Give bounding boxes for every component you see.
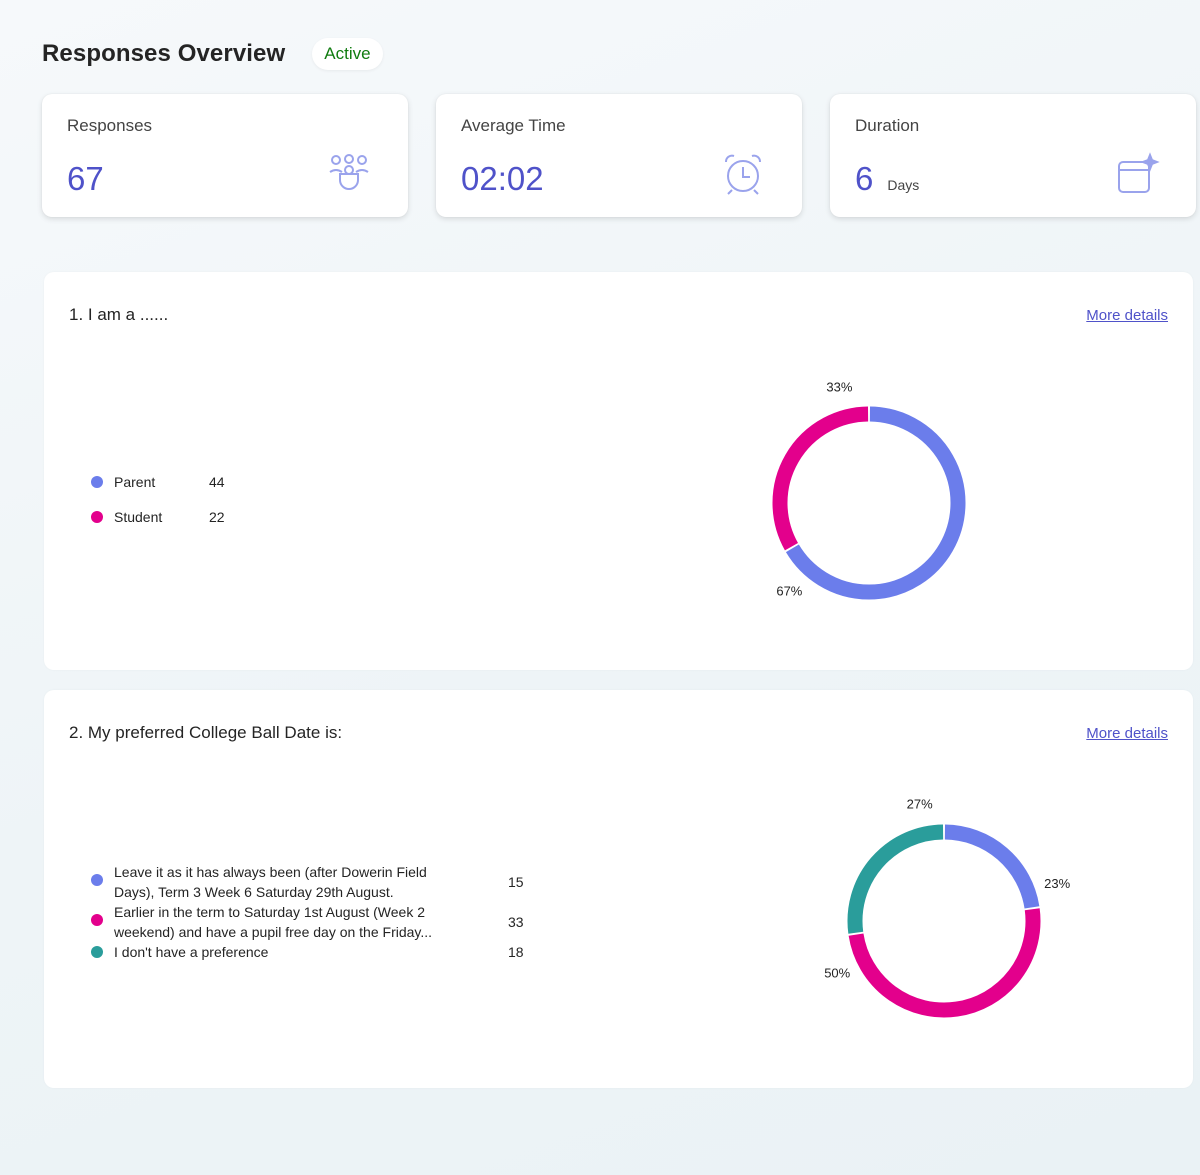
question-card-1: 1. I am a ...... More details Parent 44 … <box>44 272 1193 670</box>
legend-label-line: Earlier in the term to Saturday 1st Augu… <box>114 904 426 920</box>
stat-number: 6 <box>855 160 874 197</box>
legend-count: 22 <box>209 509 225 525</box>
legend-count: 15 <box>508 874 524 890</box>
question-title: 2. My preferred College Ball Date is: <box>69 723 343 742</box>
legend-item: Earlier in the term to Saturday 1st Augu… <box>91 902 524 942</box>
people-icon <box>329 154 369 190</box>
status-badge: Active <box>312 38 383 70</box>
percent-label: 50% <box>824 966 850 981</box>
legend-label: I don't have a preference <box>114 944 269 960</box>
stat-card-duration: Duration 6 Days <box>830 94 1196 217</box>
legend-label: Earlier in the term to Saturday 1st Augu… <box>114 902 432 942</box>
legend-dot <box>91 946 103 958</box>
header: Responses Overview Active <box>42 38 383 70</box>
legend-label: Student <box>114 509 163 525</box>
stat-label: Duration <box>855 116 920 135</box>
legend-count: 33 <box>508 914 524 930</box>
stat-value: 02:02 <box>461 160 544 197</box>
percent-label: 23% <box>1044 876 1070 891</box>
page-title: Responses Overview <box>42 40 286 67</box>
stat-value: 6 Days <box>855 160 919 198</box>
question-title: 1. I am a ...... <box>69 305 169 324</box>
legend-dot <box>91 476 103 488</box>
percent-label: 67% <box>776 583 802 598</box>
question-card-2: 2. My preferred College Ball Date is: Mo… <box>44 690 1193 1088</box>
calendar-sparkle-icon <box>1118 152 1160 193</box>
more-details-link[interactable]: More details <box>1086 307 1168 324</box>
donut-slice <box>785 406 966 600</box>
legend-label-line: Days), Term 3 Week 6 Saturday 29th Augus… <box>114 884 394 900</box>
donut-slice <box>847 824 944 934</box>
percent-label: 33% <box>826 380 852 395</box>
legend-item: Student 22 <box>91 507 225 542</box>
donut-slice <box>772 406 869 551</box>
legend-dot <box>91 874 103 886</box>
legend-dot <box>91 511 103 523</box>
stat-card-average-time: Average Time 02:02 <box>436 94 802 217</box>
chart-legend: Parent 44 Student 22 <box>91 472 225 542</box>
legend-label: Parent <box>114 474 156 490</box>
legend-dot <box>91 914 103 926</box>
legend-label-line: weekend) and have a pupil free day on th… <box>114 924 433 940</box>
stat-card-responses: Responses 67 <box>42 94 408 217</box>
legend-count: 18 <box>508 944 524 960</box>
stat-value: 67 <box>67 160 104 197</box>
legend-item: Leave it as it has always been (after Do… <box>91 862 524 902</box>
alarm-clock-icon <box>725 154 761 195</box>
donut-chart: 23% 50% 27% <box>824 797 1071 1018</box>
legend-item: I don't have a preference 18 <box>91 942 524 972</box>
more-details-link[interactable]: More details <box>1086 725 1168 742</box>
donut-slice <box>944 824 1040 909</box>
legend-count: 44 <box>209 474 225 490</box>
percent-label: 27% <box>907 797 933 812</box>
stat-label: Average Time <box>461 116 566 135</box>
donut-chart: 67% 33% <box>772 380 966 600</box>
legend-label: Leave it as it has always been (after Do… <box>114 862 427 902</box>
stat-unit: Days <box>887 177 920 193</box>
donut-slice <box>848 908 1041 1018</box>
stat-label: Responses <box>67 116 153 135</box>
legend-item: Parent 44 <box>91 472 225 507</box>
legend-label-line: Leave it as it has always been (after Do… <box>114 864 427 880</box>
chart-legend: Leave it as it has always been (after Do… <box>91 862 524 972</box>
